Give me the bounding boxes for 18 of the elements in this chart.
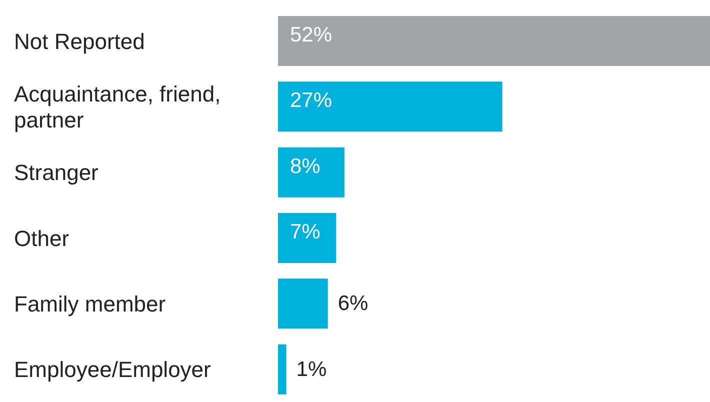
data-label: 7% <box>290 220 320 244</box>
y-tick-label: Other <box>14 225 70 250</box>
y-tick-label: Not Reported <box>14 28 145 54</box>
bar <box>278 82 502 132</box>
data-label: 27% <box>290 89 332 112</box>
y-tick-label: Stranger <box>14 160 98 185</box>
bar <box>278 147 344 198</box>
data-label: 8% <box>290 154 320 178</box>
bar <box>278 213 336 263</box>
bar <box>278 278 328 329</box>
data-label: 52% <box>290 24 332 46</box>
y-tick-label: Family member <box>14 291 166 316</box>
bar <box>278 16 710 66</box>
data-label: 6% <box>338 292 368 316</box>
bar <box>278 344 286 394</box>
data-label: 1% <box>296 358 327 381</box>
y-tick-label: Acquaintance, friend, partner <box>14 81 221 132</box>
y-tick-label: Employee/Employer <box>14 356 211 382</box>
